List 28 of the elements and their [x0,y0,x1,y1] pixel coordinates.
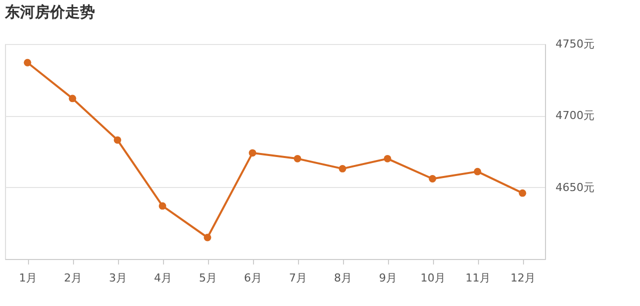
point [428,175,436,182]
chart-title: 东河房价走势 [4,3,95,21]
point [68,94,76,102]
point [384,154,392,162]
x-tick-label: 12月 [510,272,536,284]
x-tick-label: 1月 [19,272,37,284]
x-tick-label: 3月 [109,272,127,284]
point [294,154,302,162]
x-tick-label: 9月 [379,272,397,284]
point [338,165,346,172]
x-tick-label: 2月 [64,272,82,284]
y-tick-label: 4650元 [556,180,594,194]
x-tick-label: 4月 [154,272,172,284]
x-tick-label: 10月 [420,272,446,284]
y-tick-label: 4750元 [556,38,594,50]
point [24,58,32,66]
point [474,168,482,176]
x-tick-label: 6月 [244,272,262,284]
x-tick-label: 8月 [334,272,352,284]
x-tick-label: 11月 [466,272,490,284]
point [204,234,212,242]
x-tick-label: 7月 [289,272,307,284]
point [248,149,256,157]
point [158,202,166,210]
y-tick-label: 4700元 [556,109,594,122]
x-tick-label: 5月 [199,272,217,284]
point [114,136,122,144]
point [518,189,526,197]
